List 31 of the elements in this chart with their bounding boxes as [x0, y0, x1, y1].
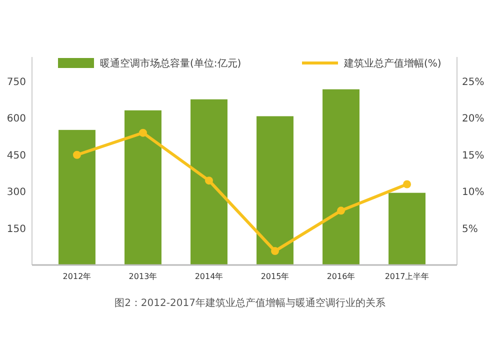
y2-tick-label: 25% [462, 76, 484, 88]
point [271, 247, 280, 256]
x-tick-label: 2014年 [194, 272, 224, 281]
x-tick-label: 2013年 [128, 272, 158, 281]
point [403, 180, 412, 188]
y-tick-label: 600 [6, 114, 26, 125]
bar [388, 192, 426, 265]
y2-tick-label: 20% [462, 114, 484, 125]
y-tick-label: 750 [6, 76, 26, 88]
y-tick-label: 300 [6, 187, 26, 198]
legend-label: 建筑业总产值增幅(%) [343, 58, 442, 70]
y2-tick-label: 15% [462, 150, 484, 162]
bar [58, 130, 96, 265]
point [337, 206, 346, 215]
point [72, 150, 81, 159]
y2-tick-label: 5% [462, 224, 478, 235]
bar [322, 89, 360, 265]
legend-label: 暖通空调市场总容量(单位:亿元) [100, 58, 242, 70]
x-tick-label: 2016年 [326, 272, 356, 281]
x-tick-label: 2017上半年 [384, 272, 430, 281]
y-tick-label: 150 [6, 224, 26, 235]
y2-tick-label: 10% [462, 187, 484, 198]
bar [124, 110, 162, 265]
caption: 图2：2012-2017年建筑业总产值增幅与暖通空调行业的关系 [114, 297, 386, 309]
bar [190, 99, 228, 265]
y-tick-label: 450 [6, 150, 26, 162]
point [138, 128, 147, 137]
x-tick-label: 2015年 [260, 272, 290, 281]
point [204, 176, 213, 185]
bar [256, 116, 294, 265]
x-tick-label: 2012年 [62, 272, 92, 281]
